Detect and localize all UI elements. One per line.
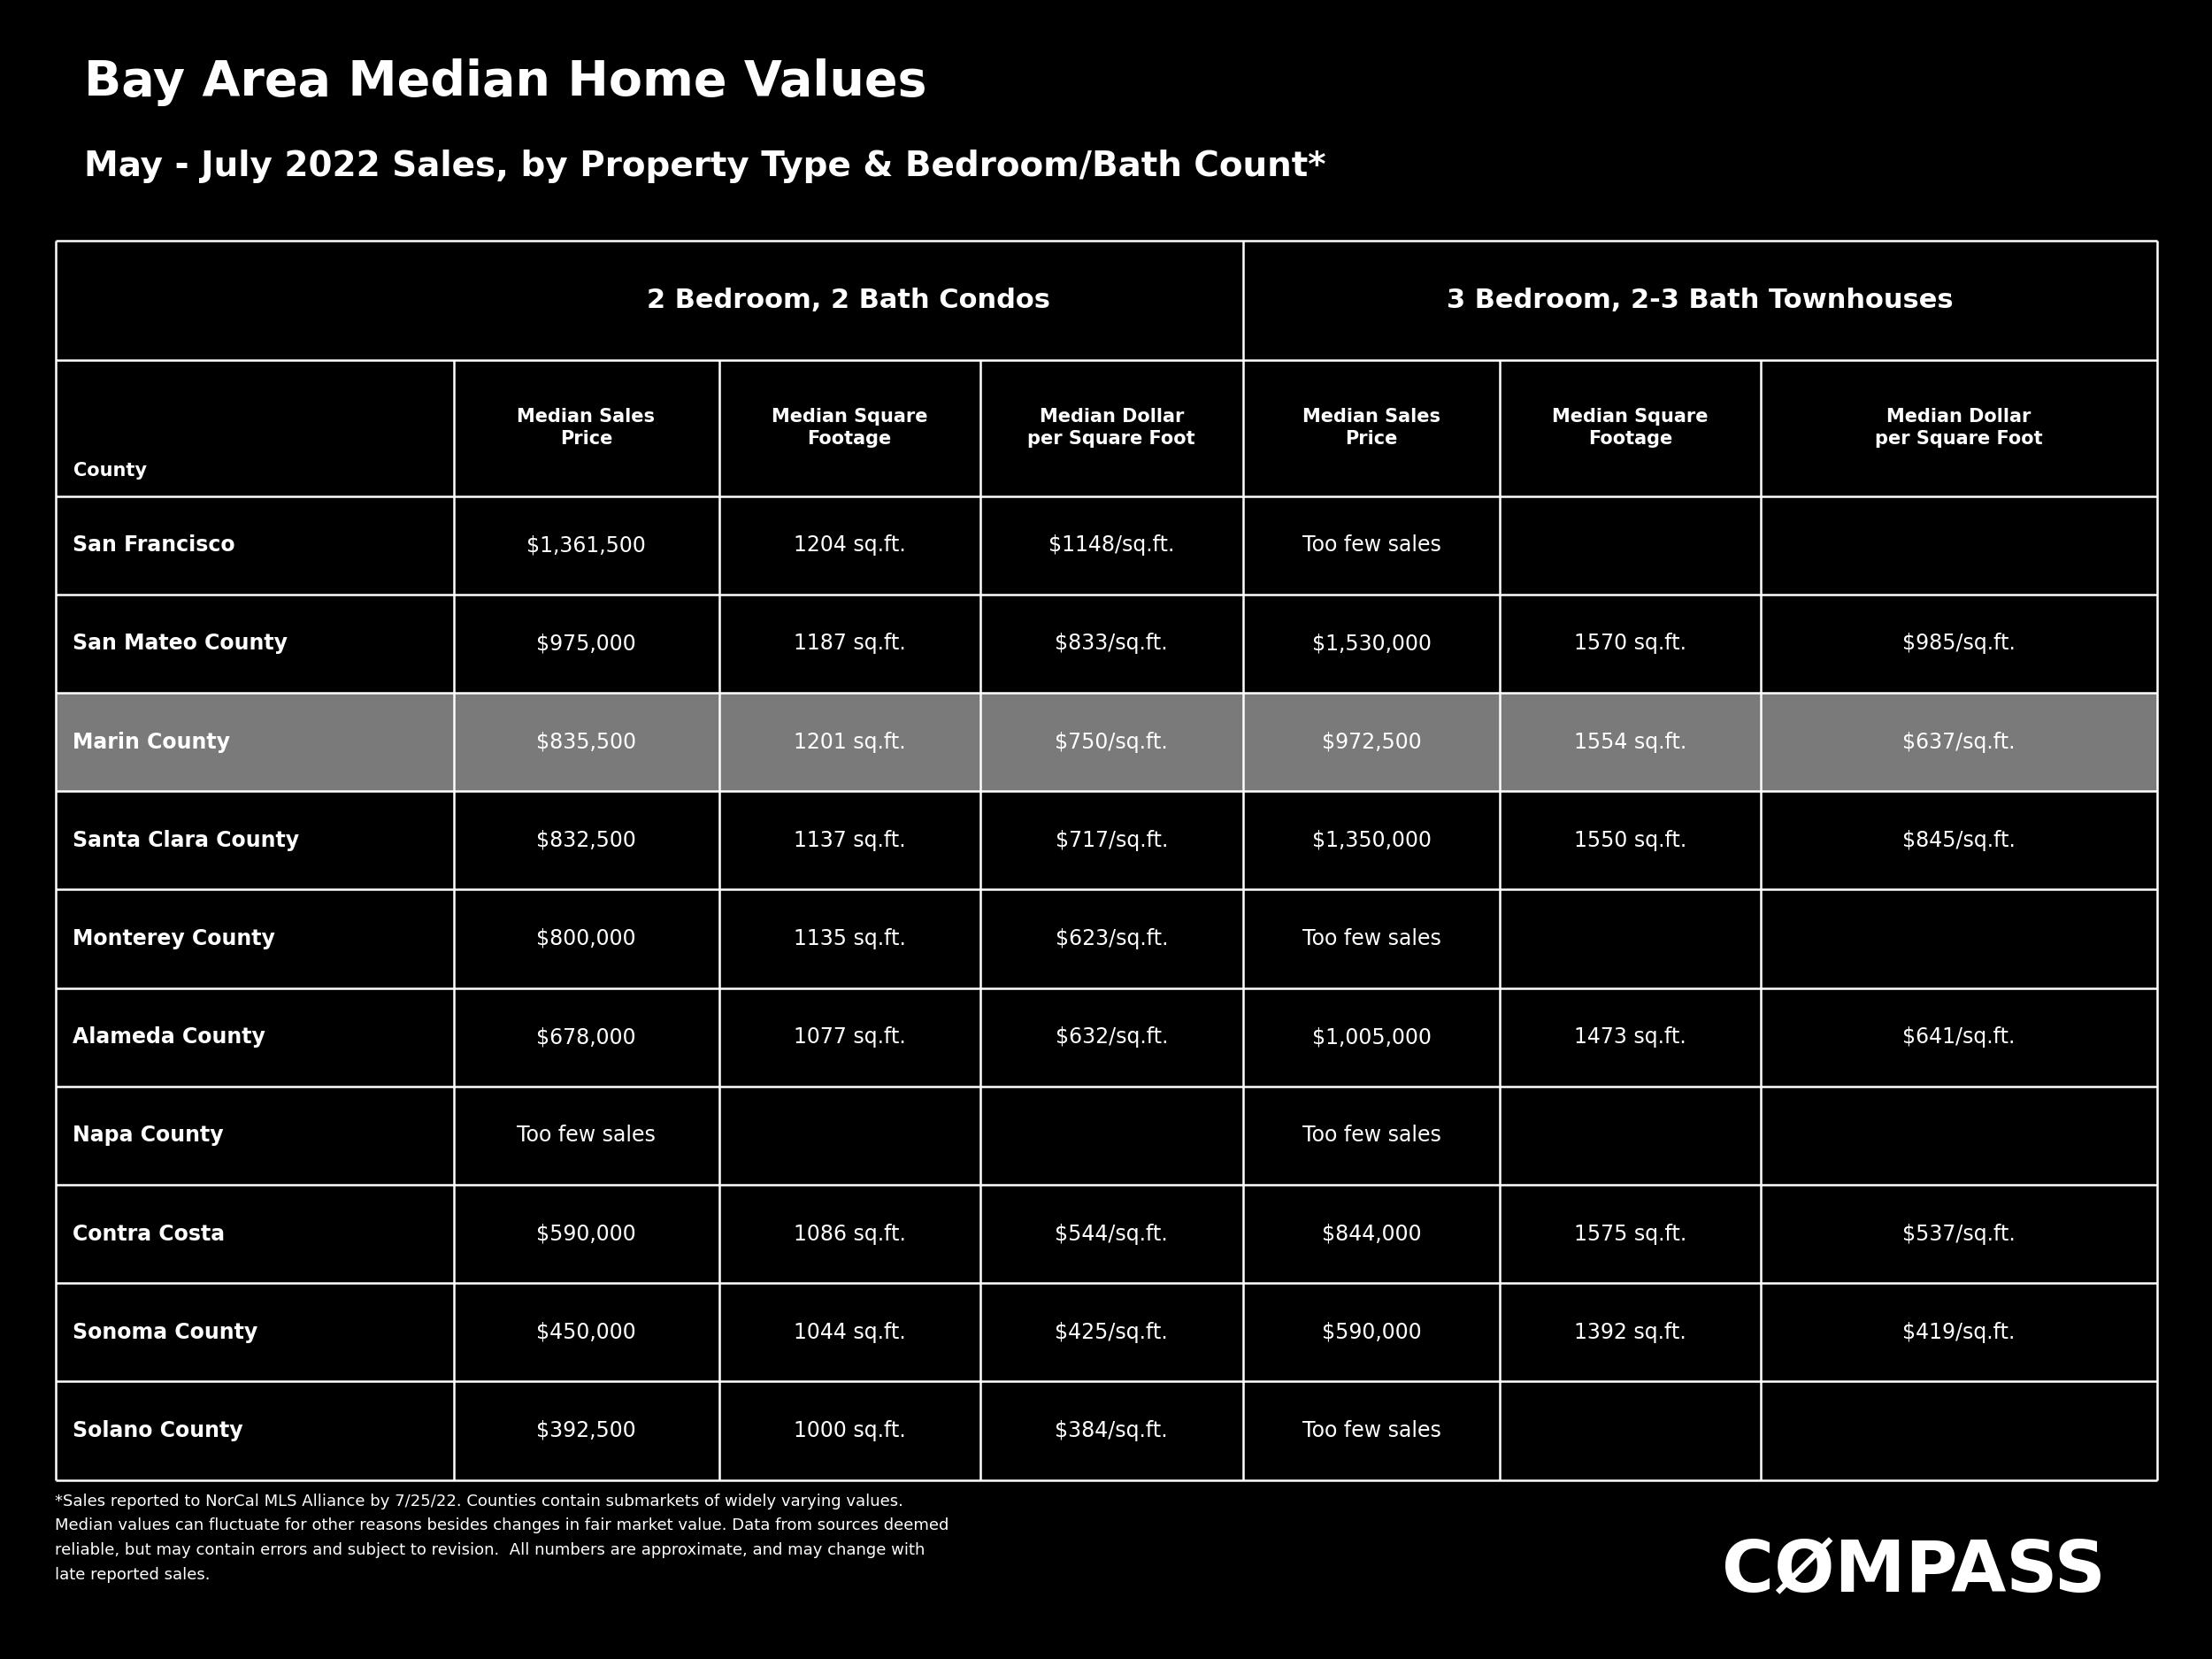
Text: 1137 sq.ft.: 1137 sq.ft. [794, 830, 905, 851]
Bar [55, 693, 2157, 791]
Text: 1554 sq.ft.: 1554 sq.ft. [1575, 732, 1686, 753]
Text: Too few sales: Too few sales [1303, 1125, 1440, 1146]
Text: Solano County: Solano County [73, 1420, 243, 1442]
Text: $1,361,500: $1,361,500 [526, 534, 646, 556]
Text: Too few sales: Too few sales [1303, 534, 1440, 556]
Text: Median Dollar
per Square Foot: Median Dollar per Square Foot [1876, 408, 2042, 448]
Text: Median Sales
Price: Median Sales Price [518, 408, 655, 448]
Text: $425/sq.ft.: $425/sq.ft. [1055, 1322, 1168, 1342]
Text: County: County [73, 461, 146, 479]
Text: $717/sq.ft.: $717/sq.ft. [1055, 830, 1168, 851]
Text: Median Square
Footage: Median Square Footage [1553, 408, 1708, 448]
Text: 1077 sq.ft.: 1077 sq.ft. [794, 1027, 905, 1048]
Text: $623/sq.ft.: $623/sq.ft. [1055, 927, 1168, 949]
Text: $632/sq.ft.: $632/sq.ft. [1055, 1027, 1168, 1048]
Text: $832,500: $832,500 [535, 830, 637, 851]
Text: San Mateo County: San Mateo County [73, 634, 288, 654]
Text: Median Sales
Price: Median Sales Price [1303, 408, 1440, 448]
Text: $641/sq.ft.: $641/sq.ft. [1902, 1027, 2015, 1048]
Text: Sonoma County: Sonoma County [73, 1322, 259, 1342]
Text: 1187 sq.ft.: 1187 sq.ft. [794, 634, 905, 654]
Text: $972,500: $972,500 [1321, 732, 1422, 753]
Text: 1135 sq.ft.: 1135 sq.ft. [794, 927, 905, 949]
Text: CØMPASS: CØMPASS [1721, 1538, 2106, 1608]
Text: $384/sq.ft.: $384/sq.ft. [1055, 1420, 1168, 1442]
Text: 1570 sq.ft.: 1570 sq.ft. [1575, 634, 1686, 654]
Text: Median Square
Footage: Median Square Footage [772, 408, 927, 448]
Text: Contra Costa: Contra Costa [73, 1223, 226, 1244]
Text: Napa County: Napa County [73, 1125, 223, 1146]
Text: $975,000: $975,000 [535, 634, 637, 654]
Text: $835,500: $835,500 [535, 732, 637, 753]
Text: $544/sq.ft.: $544/sq.ft. [1055, 1223, 1168, 1244]
Text: $637/sq.ft.: $637/sq.ft. [1902, 732, 2015, 753]
Text: $1,350,000: $1,350,000 [1312, 830, 1431, 851]
Text: $419/sq.ft.: $419/sq.ft. [1902, 1322, 2015, 1342]
Text: Monterey County: Monterey County [73, 927, 276, 949]
Text: 1044 sq.ft.: 1044 sq.ft. [794, 1322, 905, 1342]
Text: $1148/sq.ft.: $1148/sq.ft. [1048, 534, 1175, 556]
Text: Too few sales: Too few sales [1303, 1420, 1440, 1442]
Text: 3 Bedroom, 2-3 Bath Townhouses: 3 Bedroom, 2-3 Bath Townhouses [1447, 287, 1953, 314]
Text: $833/sq.ft.: $833/sq.ft. [1055, 634, 1168, 654]
Text: 1473 sq.ft.: 1473 sq.ft. [1575, 1027, 1686, 1048]
Text: $750/sq.ft.: $750/sq.ft. [1055, 732, 1168, 753]
Text: Median Dollar
per Square Foot: Median Dollar per Square Foot [1029, 408, 1194, 448]
Text: $537/sq.ft.: $537/sq.ft. [1902, 1223, 2015, 1244]
Text: $844,000: $844,000 [1321, 1223, 1422, 1244]
Text: 1550 sq.ft.: 1550 sq.ft. [1575, 830, 1686, 851]
Text: $392,500: $392,500 [535, 1420, 637, 1442]
Text: $800,000: $800,000 [535, 927, 637, 949]
Text: $1,005,000: $1,005,000 [1312, 1027, 1431, 1048]
Text: Bay Area Median Home Values: Bay Area Median Home Values [84, 58, 927, 106]
Text: 2 Bedroom, 2 Bath Condos: 2 Bedroom, 2 Bath Condos [646, 287, 1051, 314]
Text: Alameda County: Alameda County [73, 1027, 265, 1048]
Text: $1,530,000: $1,530,000 [1312, 634, 1431, 654]
Text: Santa Clara County: Santa Clara County [73, 830, 299, 851]
Text: 1201 sq.ft.: 1201 sq.ft. [794, 732, 905, 753]
Text: May - July 2022 Sales, by Property Type & Bedroom/Bath Count*: May - July 2022 Sales, by Property Type … [84, 149, 1325, 182]
Text: $985/sq.ft.: $985/sq.ft. [1902, 634, 2015, 654]
Text: 1575 sq.ft.: 1575 sq.ft. [1575, 1223, 1686, 1244]
Text: $845/sq.ft.: $845/sq.ft. [1902, 830, 2015, 851]
Text: San Francisco: San Francisco [73, 534, 234, 556]
Text: $590,000: $590,000 [1321, 1322, 1422, 1342]
Text: Marin County: Marin County [73, 732, 230, 753]
Text: $590,000: $590,000 [535, 1223, 637, 1244]
Text: $450,000: $450,000 [535, 1322, 637, 1342]
Text: Too few sales: Too few sales [518, 1125, 655, 1146]
Text: *Sales reported to NorCal MLS Alliance by 7/25/22. Counties contain submarkets o: *Sales reported to NorCal MLS Alliance b… [55, 1493, 949, 1583]
Text: Too few sales: Too few sales [1303, 927, 1440, 949]
Text: 1000 sq.ft.: 1000 sq.ft. [794, 1420, 905, 1442]
Text: 1392 sq.ft.: 1392 sq.ft. [1575, 1322, 1686, 1342]
Text: 1086 sq.ft.: 1086 sq.ft. [794, 1223, 905, 1244]
Text: $678,000: $678,000 [535, 1027, 637, 1048]
Text: 1204 sq.ft.: 1204 sq.ft. [794, 534, 905, 556]
